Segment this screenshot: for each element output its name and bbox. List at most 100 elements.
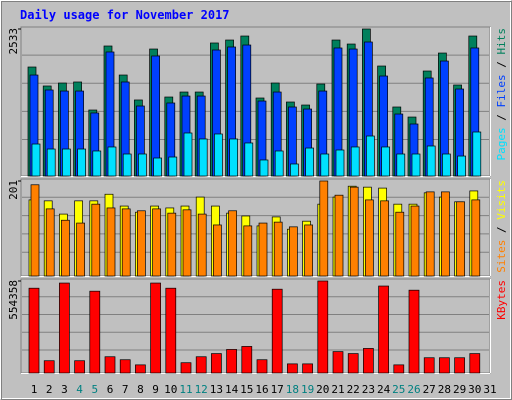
bar [182, 209, 192, 277]
bar [138, 153, 147, 177]
bar [319, 180, 329, 277]
bar [317, 280, 329, 374]
bar [30, 184, 40, 277]
bar [472, 131, 482, 177]
bar [302, 363, 313, 374]
bar [347, 353, 359, 374]
bar [152, 208, 161, 277]
bar [46, 148, 56, 177]
bar [289, 226, 298, 277]
bar [104, 356, 116, 374]
bar [363, 348, 374, 374]
x-tick-label: 24 [377, 383, 391, 396]
x-tick-label: 17 [271, 383, 284, 396]
bar [441, 191, 450, 277]
bar [349, 186, 359, 277]
x-tick-label: 10 [164, 383, 177, 396]
bar [454, 357, 465, 374]
bar [91, 203, 101, 277]
y-tick-label: 201 [7, 180, 20, 200]
bar [198, 138, 208, 177]
x-tick-label: 21 [331, 383, 344, 396]
x-tick-label: 27 [423, 383, 436, 396]
bar [256, 359, 268, 374]
bar [61, 219, 70, 277]
bar [410, 205, 420, 277]
x-tick-label: 3 [61, 383, 68, 396]
bar [28, 287, 40, 374]
legend-entry: Sites [495, 240, 508, 273]
x-tick-label: 16 [255, 383, 268, 396]
x-tick-label: 19 [301, 383, 314, 396]
bar [107, 146, 117, 177]
bar [274, 150, 284, 177]
x-tick-label: 8 [137, 383, 144, 396]
bar [457, 155, 466, 177]
legend-entry: Visits [495, 180, 508, 220]
bar [408, 289, 420, 374]
bar [244, 142, 254, 177]
bar [423, 357, 435, 374]
bar [469, 353, 481, 374]
x-tick-label: 26 [407, 383, 420, 396]
x-tick-label: 20 [316, 383, 329, 396]
bar [122, 153, 132, 177]
bar [183, 132, 193, 177]
bar [456, 201, 465, 277]
bar [150, 282, 161, 374]
x-tick-label: 18 [286, 383, 299, 396]
x-tick-label: 11 [179, 383, 192, 396]
bar [439, 357, 450, 374]
bar [378, 285, 389, 374]
bar [425, 191, 435, 277]
chart-title: Daily usage for November 2017 [20, 8, 230, 22]
bar [76, 222, 85, 277]
legend-entry: KBytes [495, 280, 508, 320]
bar [365, 199, 374, 277]
y-tick-label: 554358 [7, 280, 20, 320]
x-tick-label: 2 [46, 383, 53, 396]
x-tick-label: 6 [107, 383, 114, 396]
bar [180, 362, 192, 374]
bar [334, 194, 344, 277]
bar [226, 349, 237, 374]
bar [59, 282, 70, 374]
bar [411, 153, 421, 177]
bar [290, 163, 299, 177]
x-tick-label: 14 [225, 383, 239, 396]
bar [167, 212, 177, 277]
bar [395, 211, 405, 277]
legend-separator: / [495, 108, 508, 128]
bar [243, 225, 253, 277]
bar [92, 150, 102, 177]
bar [153, 157, 162, 177]
bar [305, 147, 314, 177]
bar [213, 224, 222, 277]
bar [62, 148, 71, 177]
x-tick-label: 25 [392, 383, 405, 396]
bar [350, 146, 360, 177]
bar [168, 156, 178, 177]
bar [426, 145, 436, 177]
x-tick-label: 23 [362, 383, 375, 396]
bar [31, 143, 41, 177]
bar [43, 360, 55, 374]
y-tick-label: 2533 [7, 28, 20, 55]
bar [228, 210, 237, 277]
bar [380, 200, 389, 277]
bar [471, 199, 481, 277]
legend-separator: / [495, 55, 508, 75]
bar [241, 346, 253, 374]
x-tick-label: 1 [31, 383, 38, 396]
x-tick-label: 30 [468, 383, 481, 396]
x-tick-label: 22 [347, 383, 360, 396]
bar [259, 159, 269, 177]
bar [121, 208, 131, 277]
bar [214, 133, 223, 177]
bar [366, 135, 375, 177]
x-tick-label: 5 [91, 383, 98, 396]
bar [273, 221, 283, 277]
bar [74, 360, 85, 374]
bar [335, 149, 345, 177]
